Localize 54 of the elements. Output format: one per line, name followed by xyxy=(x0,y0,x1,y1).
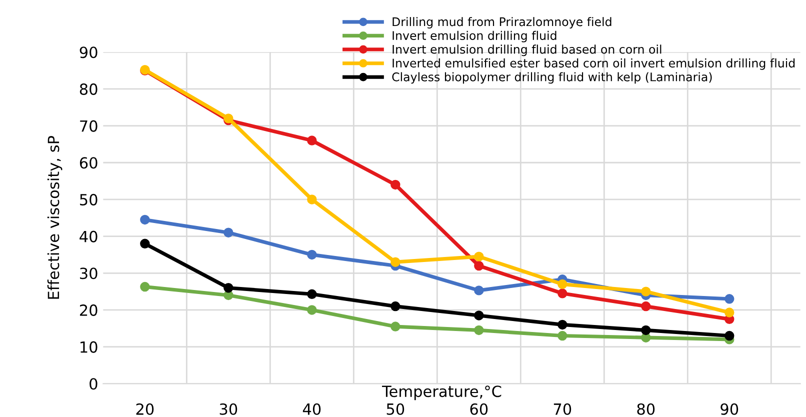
point xyxy=(474,252,484,262)
point xyxy=(724,330,734,341)
point xyxy=(390,322,400,332)
point xyxy=(140,214,150,225)
point xyxy=(224,283,234,293)
point xyxy=(558,288,568,298)
legend-label: Clayless biopolymer drilling fluid with kelp (Laminaria) xyxy=(392,72,712,84)
point xyxy=(724,308,734,318)
point xyxy=(641,301,651,312)
x-tick-label: 30 xyxy=(220,403,238,415)
y-tick-label: 10 xyxy=(80,341,98,353)
y-tick-label: 40 xyxy=(80,230,98,242)
legend-label: Drilling mud from Prirazlomnoye field xyxy=(392,17,612,28)
point xyxy=(390,180,400,190)
point xyxy=(474,260,484,271)
point xyxy=(307,305,317,315)
y-tick-label: 90 xyxy=(80,46,98,58)
point xyxy=(474,286,484,296)
point xyxy=(390,301,400,312)
point xyxy=(140,238,150,249)
point xyxy=(641,286,651,296)
y-tick-label: 30 xyxy=(80,268,98,280)
point xyxy=(724,294,734,304)
point xyxy=(558,279,568,290)
x-tick-label: 90 xyxy=(720,403,738,415)
point xyxy=(307,289,317,299)
point xyxy=(474,310,484,320)
point xyxy=(558,320,568,330)
x-tick-label: 70 xyxy=(554,403,572,415)
point xyxy=(140,282,150,292)
point xyxy=(390,257,400,267)
x-tick-label: 60 xyxy=(470,403,488,415)
point xyxy=(307,136,317,146)
point xyxy=(224,228,234,238)
y-tick-label: 80 xyxy=(80,83,98,95)
point xyxy=(307,250,317,260)
legend-label: Inverted emulsified ester based corn oil invert emulsion drilling fluid xyxy=(392,58,795,70)
x-tick-label: 20 xyxy=(136,403,154,415)
legend-label: Invert emulsion drilling fluid xyxy=(392,30,556,42)
x-axis-title: Temperature,°C xyxy=(382,386,502,400)
legend-label: Invert emulsion drilling fluid based on corn oil xyxy=(392,44,662,56)
point xyxy=(307,194,317,204)
y-tick-label: 50 xyxy=(80,194,98,206)
x-tick-label: 50 xyxy=(386,403,404,415)
point xyxy=(558,330,568,341)
point xyxy=(641,325,651,336)
y-axis-title: Effective viscosity, sP xyxy=(47,136,62,299)
x-tick-label: 40 xyxy=(302,403,321,415)
y-tick-label: 0 xyxy=(90,378,98,390)
point xyxy=(474,325,484,336)
y-tick-label: 70 xyxy=(80,120,98,132)
y-tick-label: 20 xyxy=(80,304,98,316)
x-tick-label: 80 xyxy=(637,403,655,415)
y-tick-label: 60 xyxy=(80,157,98,169)
